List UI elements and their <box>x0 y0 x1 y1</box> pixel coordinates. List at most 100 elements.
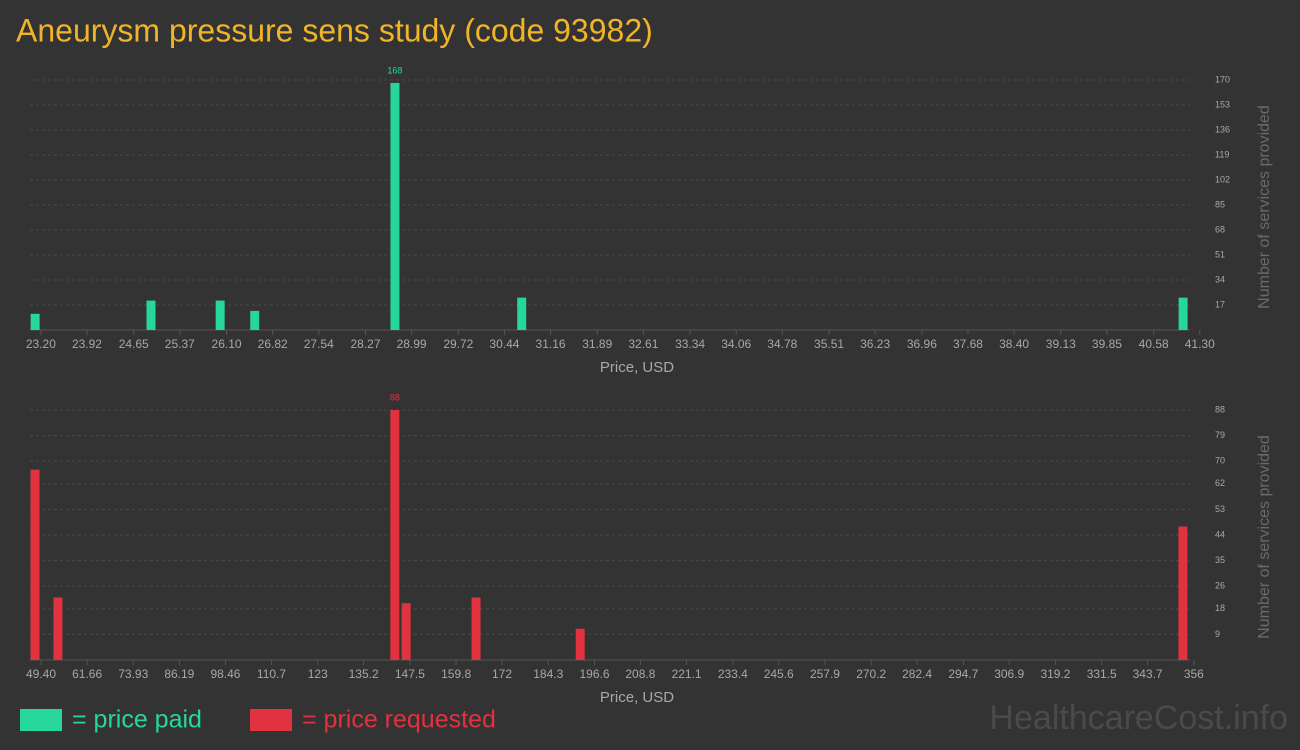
y-tick-label: 79 <box>1215 430 1225 440</box>
x-tick-label: 245.6 <box>764 667 794 681</box>
x-tick-label: 28.99 <box>397 337 427 351</box>
x-tick-label: 49.40 <box>26 667 56 681</box>
x-tick-label: 208.8 <box>625 667 655 681</box>
y-tick-label: 53 <box>1215 504 1225 514</box>
x-tick-label: 32.61 <box>628 337 658 351</box>
y-tick-label: 153 <box>1215 99 1230 109</box>
y-tick-label: 102 <box>1215 174 1230 184</box>
page-title: Aneurysm pressure sens study (code 93982… <box>16 12 653 48</box>
y-tick-label: 85 <box>1215 199 1225 209</box>
bar <box>215 300 225 330</box>
x-axis-label: Price, USD <box>600 689 674 706</box>
x-tick-label: 28.27 <box>350 337 380 351</box>
x-tick-label: 282.4 <box>902 667 932 681</box>
bar <box>146 300 156 330</box>
x-tick-label: 31.89 <box>582 337 612 351</box>
x-tick-label: 40.58 <box>1139 337 1169 351</box>
y-tick-label: 34 <box>1215 274 1225 284</box>
x-tick-label: 184.3 <box>533 667 563 681</box>
x-tick-label: 319.2 <box>1040 667 1070 681</box>
x-tick-label: 30.44 <box>489 337 519 351</box>
x-tick-label: 31.16 <box>536 337 566 351</box>
x-tick-label: 86.19 <box>164 667 194 681</box>
x-tick-label: 306.9 <box>994 667 1024 681</box>
x-tick-label: 147.5 <box>395 667 425 681</box>
bar <box>1178 297 1188 330</box>
x-tick-label: 36.96 <box>907 337 937 351</box>
x-tick-label: 23.20 <box>26 337 56 351</box>
y-tick-label: 18 <box>1215 603 1225 613</box>
bar <box>30 313 40 330</box>
x-tick-label: 98.46 <box>210 667 240 681</box>
bar <box>401 603 411 660</box>
x-tick-label: 26.82 <box>258 337 288 351</box>
x-tick-label: 110.7 <box>257 667 286 681</box>
x-tick-label: 233.4 <box>718 667 748 681</box>
x-tick-label: 39.85 <box>1092 337 1122 351</box>
y-tick-label: 17 <box>1215 299 1225 309</box>
x-tick-label: 29.72 <box>443 337 473 351</box>
y-tick-label: 70 <box>1215 456 1225 466</box>
x-tick-label: 36.23 <box>860 337 890 351</box>
bar <box>575 628 585 660</box>
y-tick-label: 170 <box>1215 74 1230 84</box>
bar <box>517 297 527 330</box>
y-axis-label: Number of services provided <box>1256 105 1273 309</box>
y-tick-label: 62 <box>1215 478 1225 488</box>
y-tick-label: 51 <box>1215 249 1225 259</box>
bar <box>390 82 400 330</box>
x-axis-label: Price, USD <box>600 359 674 376</box>
x-tick-label: 257.9 <box>810 667 840 681</box>
x-tick-label: 159.8 <box>441 667 471 681</box>
x-tick-label: 196.6 <box>579 667 609 681</box>
x-tick-label: 27.54 <box>304 337 334 351</box>
x-tick-label: 331.5 <box>1087 667 1117 681</box>
bar <box>250 310 260 330</box>
value-label: 168 <box>387 65 402 75</box>
y-tick-label: 88 <box>1215 404 1225 414</box>
legend-swatch <box>250 709 292 731</box>
legend-swatch <box>20 709 62 731</box>
x-tick-label: 39.13 <box>1046 337 1076 351</box>
y-tick-label: 136 <box>1215 124 1230 134</box>
x-tick-label: 221.1 <box>672 667 702 681</box>
legend-label: = price paid <box>72 706 202 734</box>
watermark: HealthcareCost.info <box>989 699 1288 737</box>
bar <box>1178 526 1188 660</box>
y-axis-label: Number of services provided <box>1256 435 1273 639</box>
y-tick-label: 9 <box>1215 629 1220 639</box>
x-tick-label: 34.06 <box>721 337 751 351</box>
x-tick-label: 35.51 <box>814 337 844 351</box>
bar <box>390 410 400 660</box>
x-tick-label: 38.40 <box>999 337 1029 351</box>
x-tick-label: 343.7 <box>1133 667 1163 681</box>
x-tick-label: 73.93 <box>118 667 148 681</box>
x-tick-label: 37.68 <box>953 337 983 351</box>
x-tick-label: 33.34 <box>675 337 705 351</box>
x-tick-label: 41.30 <box>1185 337 1215 351</box>
value-label: 88 <box>390 392 400 402</box>
x-tick-label: 25.37 <box>165 337 195 351</box>
x-tick-label: 294.7 <box>948 667 978 681</box>
x-tick-label: 24.65 <box>119 337 149 351</box>
bar <box>30 469 40 660</box>
y-tick-label: 44 <box>1215 529 1225 539</box>
bar <box>471 597 481 660</box>
x-tick-label: 34.78 <box>767 337 797 351</box>
x-tick-label: 135.2 <box>349 667 379 681</box>
x-tick-label: 61.66 <box>72 667 102 681</box>
x-tick-label: 270.2 <box>856 667 886 681</box>
y-tick-label: 119 <box>1215 149 1229 159</box>
x-tick-label: 23.92 <box>72 337 102 351</box>
y-tick-label: 68 <box>1215 224 1225 234</box>
bar <box>53 597 63 660</box>
x-tick-label: 26.10 <box>212 337 242 351</box>
y-tick-label: 35 <box>1215 555 1225 565</box>
x-tick-label: 356 <box>1184 667 1204 681</box>
x-tick-label: 123 <box>308 667 328 681</box>
legend-label: = price requested <box>302 706 496 734</box>
x-tick-label: 172 <box>492 667 512 681</box>
y-tick-label: 26 <box>1215 581 1225 591</box>
